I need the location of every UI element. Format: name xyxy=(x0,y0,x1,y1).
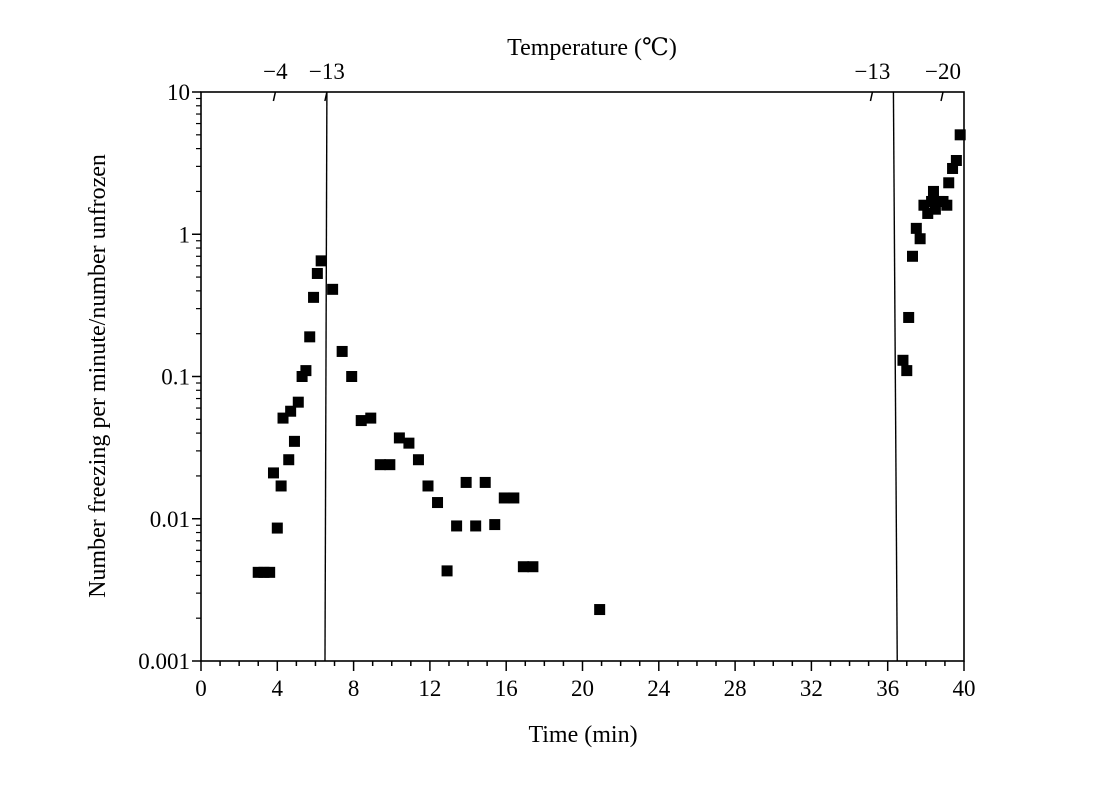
plot-frame xyxy=(200,91,965,662)
data-point xyxy=(285,405,297,417)
data-point xyxy=(947,162,959,174)
data-point xyxy=(271,522,283,534)
top-axis-title: Temperature (℃) xyxy=(507,35,677,61)
data-point xyxy=(315,255,327,267)
data-point xyxy=(451,520,463,532)
data-point xyxy=(498,492,510,504)
data-point xyxy=(489,519,501,531)
data-point xyxy=(292,396,304,408)
x-tick-label: 16 xyxy=(495,676,518,701)
data-point xyxy=(288,435,300,447)
data-point xyxy=(300,365,312,377)
x-tick-label: 32 xyxy=(800,676,823,701)
data-point xyxy=(311,267,323,279)
data-point xyxy=(412,454,424,466)
data-point xyxy=(374,459,386,471)
data-point xyxy=(901,365,913,377)
y-tick-label: 10 xyxy=(167,80,190,105)
data-point xyxy=(460,476,472,488)
data-point xyxy=(277,412,289,424)
data-point xyxy=(283,454,295,466)
data-point xyxy=(267,467,279,479)
data-point xyxy=(432,497,444,509)
data-point xyxy=(355,415,367,427)
data-point xyxy=(950,154,962,166)
data-point xyxy=(403,437,415,449)
data-point xyxy=(594,604,606,616)
x-tick-label: 20 xyxy=(571,676,594,701)
y-tick-label: 0.1 xyxy=(161,365,190,390)
data-point xyxy=(479,476,491,488)
data-point xyxy=(897,354,909,366)
temperature-reference-lines xyxy=(324,91,898,662)
data-point xyxy=(903,311,915,323)
top-tick-label: −13 xyxy=(854,59,890,84)
data-point xyxy=(914,233,926,245)
data-point xyxy=(926,195,938,207)
data-points xyxy=(252,129,966,616)
data-point xyxy=(470,520,482,532)
top-axis-ticks: −4 −13 −13 −20 xyxy=(263,59,961,102)
data-point xyxy=(346,371,358,382)
top-tick xyxy=(324,91,328,102)
top-tick-label: −20 xyxy=(925,59,961,84)
x-tick-label: 24 xyxy=(647,676,671,701)
x-axis-title: Time (min) xyxy=(528,722,637,748)
data-point xyxy=(954,129,966,141)
data-point xyxy=(275,480,287,492)
top-tick xyxy=(272,91,277,102)
y-tick-label: 1 xyxy=(179,222,191,247)
data-point xyxy=(441,565,453,577)
x-tick-label: 4 xyxy=(272,676,284,701)
data-point xyxy=(422,480,434,492)
data-point xyxy=(304,331,316,343)
top-tick xyxy=(940,91,944,102)
data-point xyxy=(910,222,922,234)
data-point xyxy=(308,291,320,303)
vertical-reference-line xyxy=(324,91,328,662)
x-axis-ticks: 0 4 8 12 16 20 24 28 32 36 40 xyxy=(195,661,976,701)
x-tick-label: 12 xyxy=(418,676,441,701)
data-point xyxy=(384,459,396,471)
top-tick-label: −13 xyxy=(309,59,345,84)
y-axis-title: Number freezing per minute/number unfroz… xyxy=(85,154,111,598)
data-point xyxy=(327,283,339,295)
data-point xyxy=(393,432,405,444)
vertical-reference-line xyxy=(892,91,898,662)
data-point xyxy=(336,345,348,357)
data-point xyxy=(527,561,539,573)
data-point xyxy=(258,566,270,578)
y-tick-label: 0.001 xyxy=(138,649,190,674)
top-tick-label: −4 xyxy=(263,59,288,84)
x-tick-label: 8 xyxy=(348,676,360,701)
x-tick-label: 0 xyxy=(195,676,207,701)
x-tick-label: 40 xyxy=(953,676,976,701)
top-tick xyxy=(869,91,874,102)
data-point xyxy=(941,199,953,211)
data-point xyxy=(365,412,377,424)
data-point xyxy=(922,207,934,219)
data-point xyxy=(943,177,955,189)
data-point xyxy=(929,203,941,215)
data-point xyxy=(252,566,264,578)
x-tick-label: 28 xyxy=(724,676,747,701)
data-point xyxy=(517,561,529,573)
data-point xyxy=(906,250,918,262)
data-point xyxy=(508,492,520,504)
data-point xyxy=(927,185,939,197)
data-point xyxy=(918,199,930,211)
x-tick-label: 36 xyxy=(876,676,899,701)
y-axis-ticks: 0.001 0.01 0.1 1 10 xyxy=(138,80,201,674)
y-tick-label: 0.01 xyxy=(150,507,190,532)
data-point xyxy=(296,371,308,382)
data-point xyxy=(264,566,276,578)
